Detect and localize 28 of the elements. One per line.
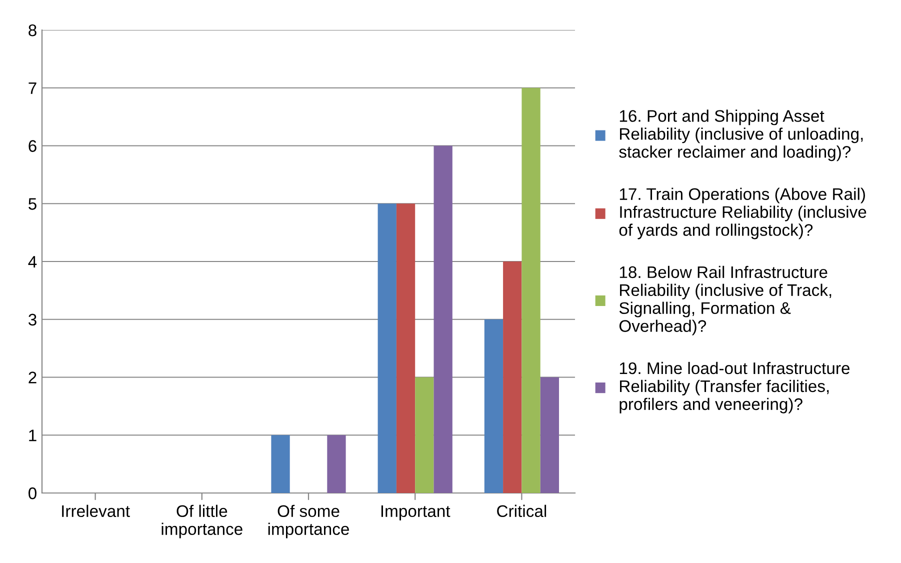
legend-label: 16. Port and Shipping Asset Reliability (inclusive of unloading, stacker reclaimer and loading)?	[619, 110, 863, 162]
legend-label: 19. Mine load-out Infrastructure Reliability (Transfer facilities, profilers and veneering)?	[620, 362, 850, 414]
bar	[434, 146, 452, 493]
bar	[396, 204, 416, 493]
bar	[503, 262, 522, 493]
legend-label: 17. Train Operations (Above Rail) Infrastructure Reliability (inclusive of yards and rollingstock)?	[619, 188, 866, 240]
x-tick-label: Of some importance	[268, 504, 349, 538]
bar	[484, 319, 504, 493]
y-tick-label: 6	[28, 140, 36, 152]
bar	[540, 377, 560, 493]
bar	[522, 88, 540, 493]
y-tick-label: 0	[28, 487, 36, 500]
legend-label: 18. Below Rail Infrastructure Reliability (inclusive of Track, Signalling, Formation & Overhead)?	[619, 266, 832, 336]
x-tick-label: Critical	[497, 504, 546, 518]
x-tick-label: Irrelevant	[62, 504, 130, 518]
y-tick-label: 4	[28, 256, 37, 268]
bar	[378, 204, 396, 493]
y-tick-label: 8	[28, 24, 36, 36]
y-tick-label: 1	[29, 430, 36, 442]
bar	[271, 435, 290, 493]
y-tick-label: 3	[28, 314, 36, 326]
x-tick-label: Of little importance	[162, 504, 242, 538]
x-tick-label: Important	[381, 505, 450, 520]
bar	[415, 377, 434, 493]
bar	[327, 435, 346, 493]
y-tick-label: 7	[28, 82, 36, 94]
y-tick-label: 2	[28, 372, 36, 384]
y-tick-label: 5	[28, 198, 36, 210]
